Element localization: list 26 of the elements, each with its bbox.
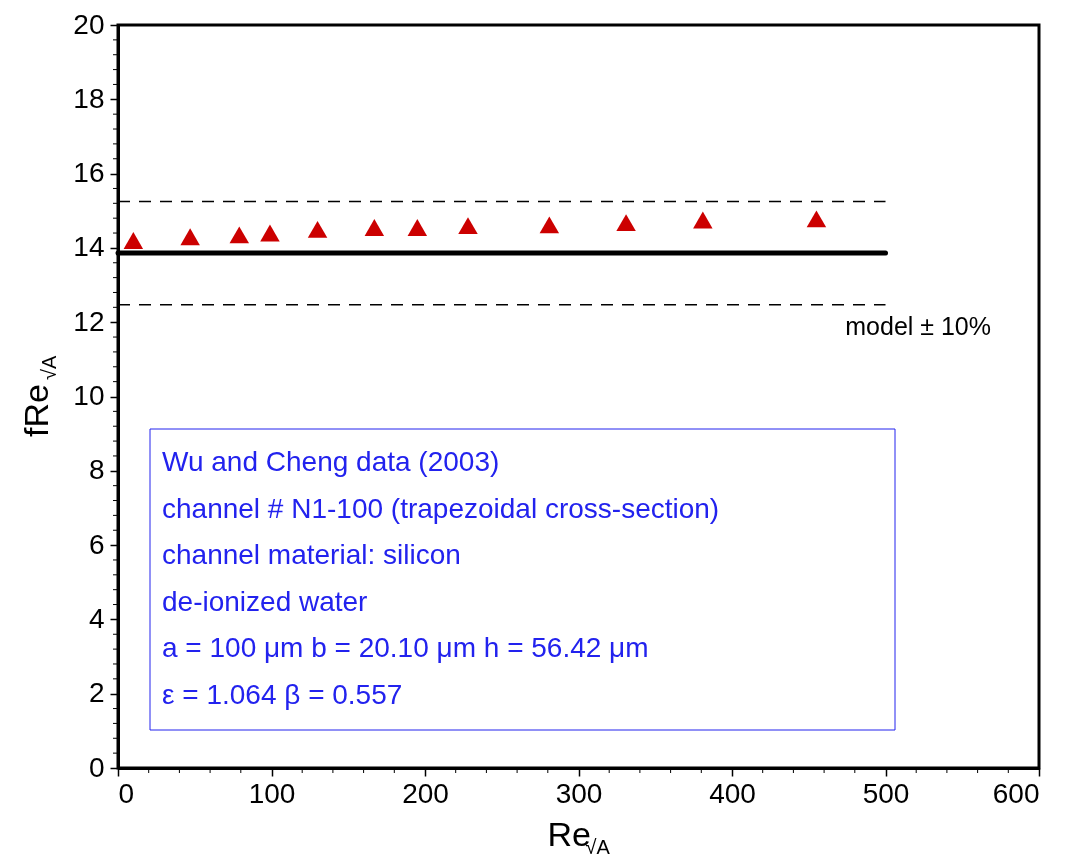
x-tick-label: 100 (248, 777, 296, 809)
y-tick-label: 0 (88, 751, 105, 783)
annotation: a = 100 μm b = 20.10 μm h = 56.42 μm (162, 632, 649, 663)
y-tick-label: 6 (88, 528, 105, 560)
annotation: model ± 10% (845, 312, 991, 340)
x-tick-label: 300 (555, 777, 603, 809)
y-tick-label: 10 (73, 380, 105, 411)
y-axis-title: fRe√A (17, 354, 60, 438)
y-tick-label: 12 (73, 305, 105, 337)
x-tick-label: 500 (862, 777, 910, 809)
annotation: de-ionized water (162, 585, 368, 617)
y-tick-label: 18 (73, 82, 105, 114)
annotation: channel # N1-100 (trapezoidal cross-section) (162, 492, 720, 524)
x-tick-label: 200 (402, 777, 449, 809)
annotation: Wu and Cheng data (2003) (162, 446, 500, 477)
x-tick-label: 600 (992, 777, 1040, 809)
y-tick-label: 2 (88, 677, 105, 709)
x-tick-label: 0 (118, 777, 135, 809)
annotation: ε = 1.064 β = 0.557 (162, 678, 403, 710)
x-tick-label: 400 (709, 777, 756, 809)
y-tick-label: 4 (88, 602, 105, 634)
annotation: channel material: silicon (162, 539, 461, 570)
y-tick-label: 8 (88, 454, 105, 486)
y-tick-label: 16 (73, 157, 105, 189)
y-tick-label: 14 (73, 231, 105, 263)
y-tick-label: 20 (73, 8, 105, 40)
